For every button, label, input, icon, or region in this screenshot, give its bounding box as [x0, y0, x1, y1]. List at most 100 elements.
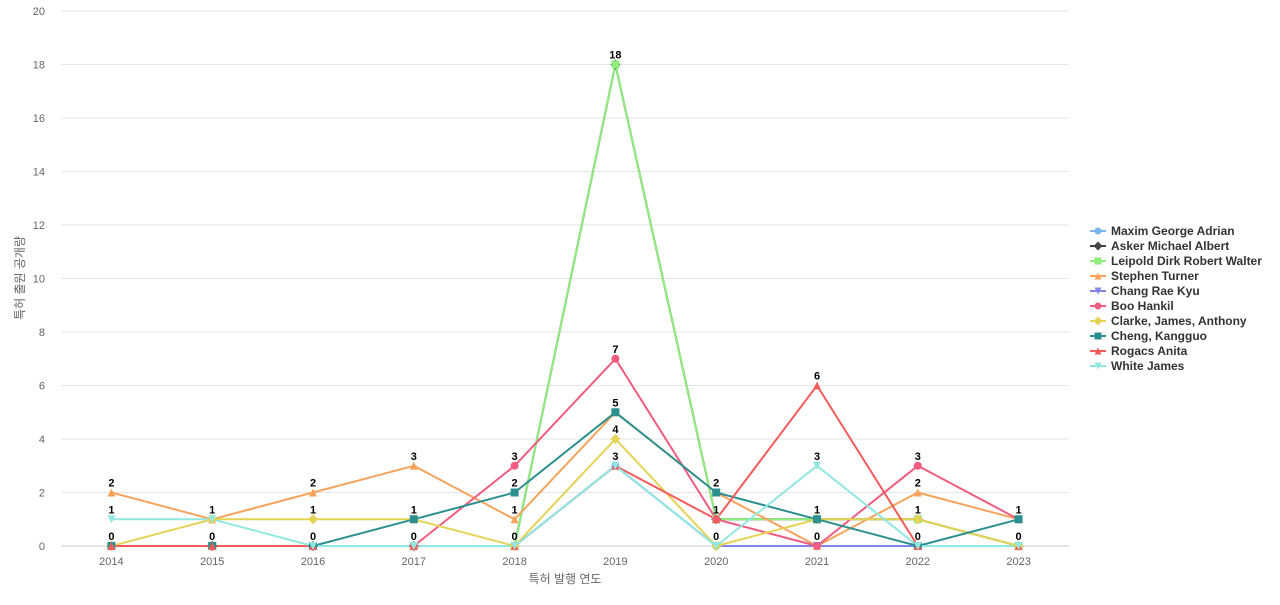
x-tick-label: 2022 — [906, 556, 930, 568]
series-markers — [106, 59, 1024, 551]
y-tick-label: 14 — [33, 167, 45, 179]
data-label: 1 — [1016, 504, 1022, 516]
y-tick-label: 0 — [39, 541, 45, 553]
legend-label: Maxim George Adrian — [1111, 224, 1235, 238]
series-line-white-james — [111, 464, 1019, 547]
data-labels: 2 1 0 1 0 2 1 0 3 1 0 3 2 1 0 18 7 5 4 3 2 1 0 6 3 1 0 3 2 1 0 1 0 — [108, 50, 1021, 544]
series-line-cheng-kangguo — [111, 411, 1019, 547]
data-point-white-james — [107, 515, 116, 524]
legend-item-white-james[interactable]: White James — [1090, 359, 1185, 373]
data-point-white-james — [409, 542, 418, 550]
data-label: 3 — [411, 451, 417, 463]
data-point-white-james — [913, 542, 922, 550]
data-label: 0 — [814, 531, 820, 543]
data-label: 0 — [713, 531, 719, 543]
data-label: 2 — [512, 478, 518, 490]
legend-item-boo-hankil[interactable]: Boo Hankil — [1090, 299, 1174, 313]
data-label: 1 — [411, 504, 417, 516]
y-tick-label: 4 — [39, 434, 45, 446]
data-label: 0 — [209, 531, 215, 543]
series-line-stephen-turner — [111, 411, 1019, 547]
legend-label: Leipold Dirk Robert Walter — [1111, 254, 1262, 268]
legend-marker — [1094, 227, 1102, 235]
data-label: 3 — [512, 451, 518, 463]
data-point-boo-hankil — [813, 542, 821, 550]
data-point-white-james — [712, 542, 721, 550]
legend-item-asker-michael-albert[interactable]: Asker Michael Albert — [1090, 239, 1229, 253]
data-label: 0 — [411, 531, 417, 543]
data-point-stephen-turner — [409, 461, 418, 470]
data-point-stephen-turner — [510, 515, 519, 524]
data-label: 2 — [713, 478, 719, 490]
data-label: 0 — [310, 531, 316, 543]
data-label: 5 — [612, 397, 618, 409]
data-point-white-james — [611, 461, 620, 470]
data-point-rogacs-anita — [813, 381, 821, 390]
data-point-white-james — [813, 461, 821, 470]
legend-label: Cheng, Kangguo — [1111, 329, 1207, 343]
data-point-rogacs-anita — [208, 542, 217, 550]
legend-marker — [1093, 316, 1103, 326]
legend-label: Chang Rae Kyu — [1111, 284, 1200, 298]
data-label: 2 — [915, 478, 921, 490]
data-label: 1 — [108, 504, 114, 516]
legend-marker — [1094, 362, 1102, 370]
x-tick-label: 2020 — [704, 556, 728, 568]
data-point-cheng-kangguo — [813, 515, 821, 524]
legend-item-cheng-kangguo[interactable]: Cheng, Kangguo — [1090, 329, 1207, 343]
data-label: 3 — [915, 451, 921, 463]
y-tick-label: 16 — [33, 113, 45, 125]
x-tick-label: 2018 — [502, 556, 526, 568]
x-tick-label: 2023 — [1006, 556, 1030, 568]
legend-marker — [1094, 347, 1102, 355]
legend-item-chang-rae-kyu[interactable]: Chang Rae Kyu — [1090, 284, 1200, 298]
data-point-clarke-james-anthony — [912, 514, 923, 525]
legend-label: Asker Michael Albert — [1111, 239, 1229, 253]
x-tick-label: 2017 — [402, 556, 426, 568]
legend-item-leipold-dirk-robert-walter[interactable]: Leipold Dirk Robert Walter — [1090, 254, 1262, 268]
legend-label: White James — [1111, 359, 1185, 373]
data-label: 1 — [915, 504, 921, 516]
data-point-stephen-turner — [309, 488, 317, 497]
legend-marker — [1094, 272, 1102, 280]
legend-item-stephen-turner[interactable]: Stephen Turner — [1090, 269, 1199, 283]
data-point-white-james — [309, 542, 317, 550]
data-label: 6 — [814, 371, 820, 383]
legend-marker — [1094, 287, 1102, 295]
x-tick-label: 2015 — [200, 556, 224, 568]
legend-item-maxim-george-adrian[interactable]: Maxim George Adrian — [1090, 224, 1235, 238]
legend-label: Clarke, James, Anthony — [1111, 314, 1247, 328]
data-label: 1 — [512, 504, 518, 516]
data-point-stephen-turner — [913, 488, 922, 497]
y-tick-label: 2 — [39, 488, 45, 500]
data-label: 1 — [814, 504, 820, 516]
legend-label: Boo Hankil — [1111, 299, 1174, 313]
legend-marker — [1094, 257, 1102, 265]
data-point-cheng-kangguo — [712, 488, 721, 497]
data-label: 18 — [609, 50, 621, 62]
legend-item-clarke-james-anthony[interactable]: Clarke, James, Anthony — [1090, 314, 1247, 328]
legend-marker — [1094, 332, 1102, 340]
data-point-cheng-kangguo — [611, 408, 620, 417]
legend-marker — [1094, 302, 1102, 310]
data-point-leipold-dirk-robert-walter — [611, 60, 620, 69]
data-point-rogacs-anita — [712, 515, 721, 524]
data-label: 3 — [612, 451, 618, 463]
x-tick-label: 2019 — [603, 556, 627, 568]
legend-item-rogacs-anita[interactable]: Rogacs Anita — [1090, 344, 1188, 358]
data-point-cheng-kangguo — [510, 488, 519, 497]
data-label: 1 — [209, 504, 215, 516]
data-point-rogacs-anita — [107, 542, 116, 550]
legend-label: Stephen Turner — [1111, 269, 1199, 283]
data-point-white-james — [510, 542, 519, 550]
data-label: 2 — [108, 478, 114, 490]
data-label: 7 — [612, 344, 618, 356]
x-axis-title: 특허 발행 연도 — [529, 571, 602, 586]
data-point-clarke-james-anthony — [308, 514, 318, 525]
data-point-white-james — [1014, 542, 1023, 550]
y-tick-label: 6 — [39, 381, 45, 393]
y-tick-label: 12 — [33, 220, 45, 232]
data-label: 1 — [713, 504, 719, 516]
x-axis-ticks: 2014 2015 2016 2017 2018 2019 2020 2021 2022 2023 — [99, 556, 1031, 568]
